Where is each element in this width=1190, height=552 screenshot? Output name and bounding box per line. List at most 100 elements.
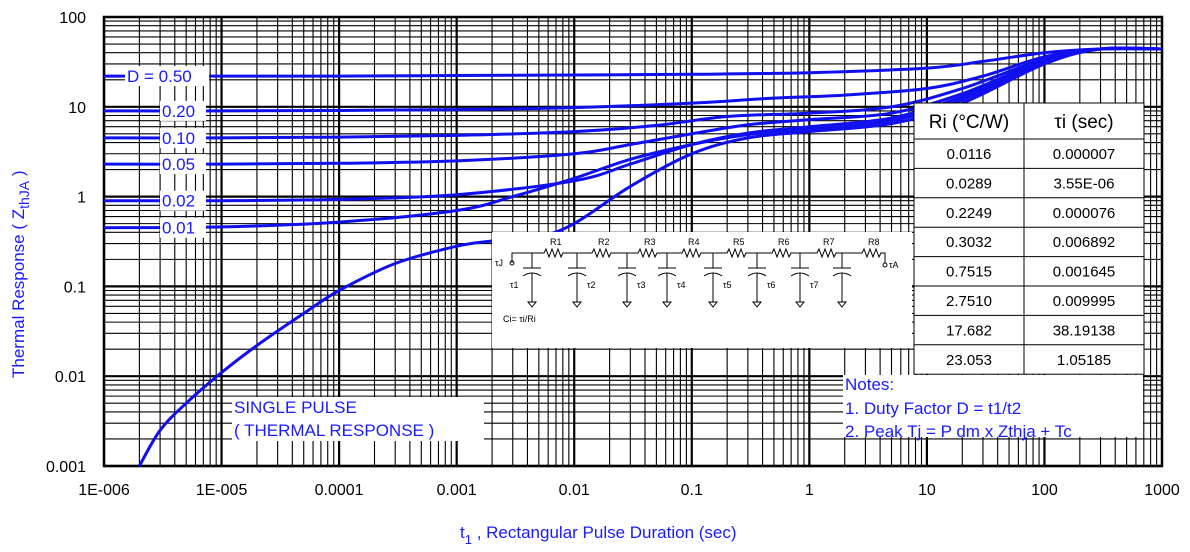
- series-line: [103, 46, 1163, 230]
- x-tick-label: 1E-005: [196, 482, 248, 499]
- duty-labels: D = 0.50 0.20 0.10 0.05 0.02 0.01: [125, 66, 209, 238]
- y-tick-labels: 0.001 0.01 0.1 1 10 100: [46, 10, 86, 476]
- ground-symbol: [751, 301, 763, 308]
- duty-label: 0.20: [162, 102, 195, 121]
- table-cell: 0.009995: [1053, 293, 1116, 310]
- series-line: [103, 46, 1163, 140]
- single-pulse-label: SINGLE PULSE ( THERMAL RESPONSE ): [232, 397, 484, 441]
- x-tick-label: 1000: [1144, 482, 1180, 499]
- x-axis-label-rest: , Rectangular Pulse Duration (sec): [472, 523, 737, 542]
- table-cell: 23.053: [946, 352, 992, 369]
- table-cell: 0.000076: [1053, 205, 1116, 222]
- rc-network-inset: τJ τA R1 R2 R3 R4 R5 R6 R7 R8 τ1 τ2 τ3 τ4 τ5 τ6 τ7 Ci= τi…: [492, 232, 912, 348]
- y-tick-label: 0.001: [46, 459, 86, 476]
- node-label-ta: τA: [889, 260, 899, 270]
- resistor-label: R2: [598, 237, 610, 247]
- tau-label: τ2: [587, 280, 596, 290]
- table-cell: 0.000007: [1053, 146, 1116, 163]
- table-cell: 0.006892: [1053, 234, 1116, 251]
- series-line: [103, 46, 1163, 113]
- table-cell: 0.001645: [1053, 264, 1116, 281]
- x-tick-label: 0.1: [681, 482, 703, 499]
- notes-title: Notes:: [845, 375, 894, 394]
- y-tick-label: 100: [59, 10, 86, 27]
- resistor-label: R7: [823, 237, 835, 247]
- resistor-label: R1: [550, 237, 562, 247]
- x-tick-label: 0.01: [559, 482, 590, 499]
- y-tick-label: 1: [77, 190, 86, 207]
- ground-symbol: [661, 301, 673, 308]
- table-header: Ri (°C/W): [929, 112, 1009, 133]
- x-tick-label: 1: [805, 482, 814, 499]
- duty-label: 0.01: [162, 219, 195, 238]
- tau-label: τ6: [767, 280, 776, 290]
- single-pulse-line2: ( THERMAL RESPONSE ): [234, 421, 434, 440]
- table-cell: 0.3032: [946, 234, 992, 251]
- ground-symbol: [794, 301, 806, 308]
- x-axis-label: t1 , Rectangular Pulse Duration (sec): [460, 523, 737, 547]
- table-cell: 38.19138: [1053, 322, 1116, 339]
- x-axis-label-prefix: t: [460, 523, 465, 542]
- tau-label: τ5: [723, 280, 732, 290]
- table-cell: 3.55E-06: [1054, 175, 1115, 192]
- ground-symbol: [707, 301, 719, 308]
- table-header: τi (sec): [1054, 112, 1113, 133]
- y-tick-label: 0.01: [55, 369, 86, 386]
- table-cell: 0.7515: [946, 264, 992, 281]
- y-tick-label: 10: [68, 100, 86, 117]
- duty-label-bg: [160, 127, 206, 148]
- circuit-wire: [511, 247, 886, 263]
- ground-symbol: [526, 301, 538, 308]
- tau-label: τ7: [810, 280, 819, 290]
- note-1: 1. Duty Factor D = t1/t2: [845, 399, 1021, 418]
- duty-label-bg: [160, 154, 206, 175]
- plot-frame: [102, 15, 1164, 468]
- y-axis-label-sub: thJA: [16, 180, 32, 209]
- node-label-tj: τJ: [495, 258, 503, 268]
- x-tick-label: 0.0001: [315, 482, 364, 499]
- x-tick-label: 100: [1031, 482, 1058, 499]
- circuit-bg: [492, 232, 912, 348]
- tau-label: τ4: [677, 280, 686, 290]
- duty-label: D = 0.50: [127, 67, 192, 86]
- tau-label: τ3: [637, 280, 646, 290]
- duty-label-bg: [160, 217, 206, 238]
- table-cell: 0.2249: [946, 205, 992, 222]
- y-axis-label-close: ): [9, 170, 28, 180]
- duty-label: 0.10: [162, 129, 195, 148]
- ground-symbol: [621, 301, 633, 308]
- table-frame: [913, 102, 1145, 375]
- x-tick-labels: 1E-006 1E-005 0.0001 0.001 0.01 0.1 1 10 100 1000: [78, 482, 1180, 499]
- resistor-label: R6: [778, 237, 790, 247]
- duty-label: 0.05: [162, 155, 195, 174]
- x-axis-label-sub: 1: [465, 532, 472, 547]
- duty-label-bg: [160, 100, 206, 121]
- duty-label: 0.02: [162, 192, 195, 211]
- thermal-parameter-table: Ri (°C/W) τi (sec) 0.0116 0.000007 0.0289 3.5…: [913, 102, 1145, 375]
- x-tick-label: 1E-006: [78, 482, 130, 499]
- resistor-label: R3: [644, 237, 656, 247]
- ground-symbol: [571, 301, 583, 308]
- notes-box: Notes: 1. Duty Factor D = t1/t2 2. Peak …: [843, 375, 1143, 441]
- ground-symbol: [836, 301, 848, 308]
- series-line: [103, 46, 1163, 166]
- resistor-label: R8: [868, 237, 880, 247]
- resistor-label: R4: [688, 237, 700, 247]
- table-cell: 0.0289: [946, 175, 992, 192]
- single-pulse-line1: SINGLE PULSE: [234, 398, 357, 417]
- note-2: 2. Peak Tj = P dm x Zthja + Tc: [845, 422, 1072, 441]
- y-axis-label: Thermal Response ( ZthJA ): [9, 170, 32, 378]
- x-tick-label: 0.001: [437, 482, 477, 499]
- table-cell: 1.05185: [1057, 352, 1111, 369]
- table-cell: 17.682: [946, 322, 992, 339]
- duty-label-bg: [160, 190, 206, 211]
- y-tick-label: 0.1: [64, 279, 86, 296]
- tau-label: τ1: [510, 280, 519, 290]
- series-line: [103, 47, 1163, 78]
- circuit-node: [882, 262, 888, 268]
- y-axis-label-main: Thermal Response ( Z: [9, 209, 28, 378]
- table-cell: 2.7510: [946, 293, 992, 310]
- duty-label-bg: [125, 66, 209, 87]
- x-tick-label: 10: [918, 482, 936, 499]
